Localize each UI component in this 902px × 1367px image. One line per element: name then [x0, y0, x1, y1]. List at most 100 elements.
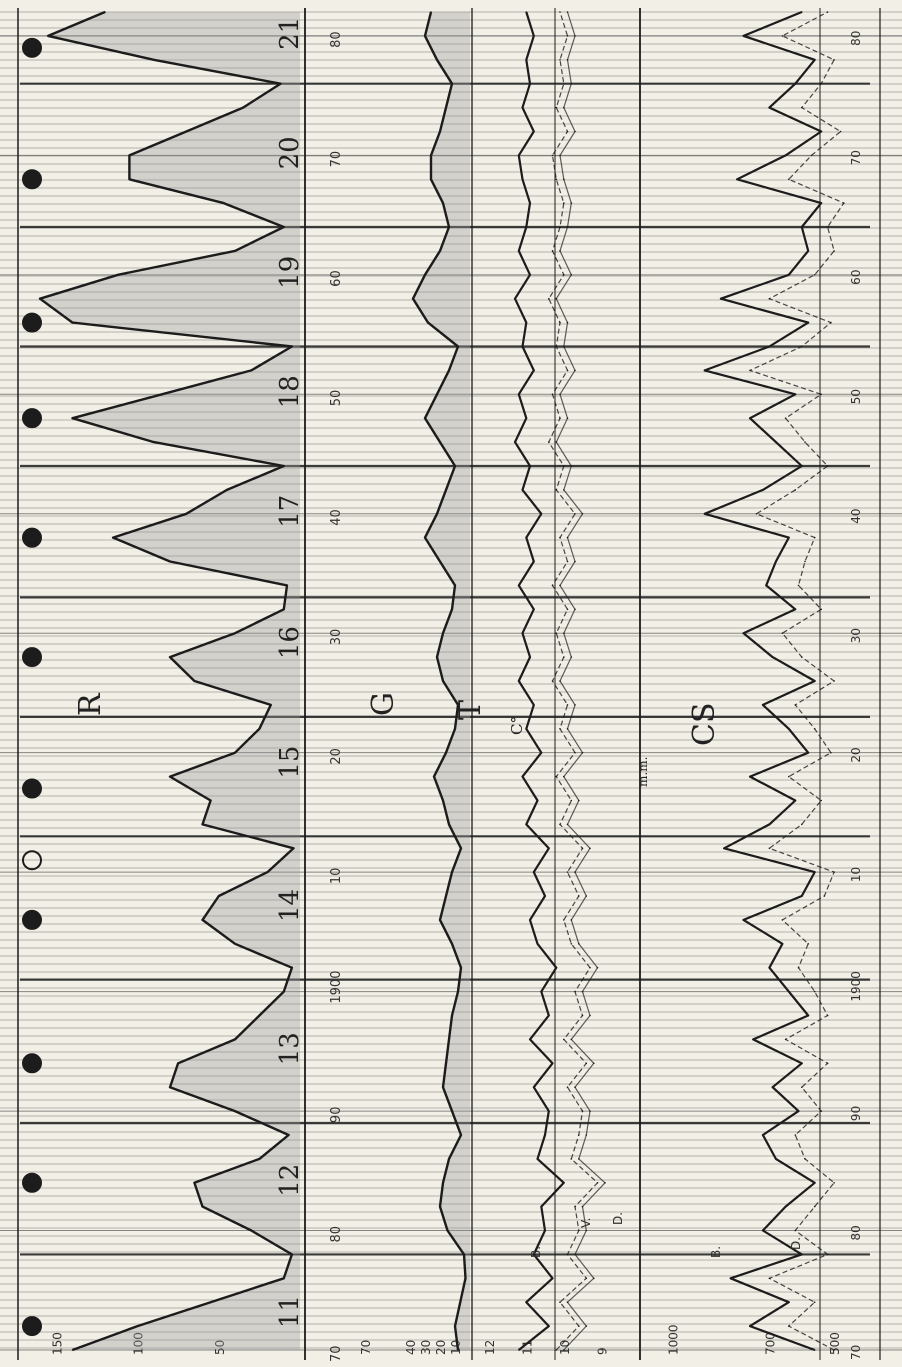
data-point [797, 584, 800, 587]
data-point [566, 59, 569, 61]
panel-label-cs-unit: m.m. [636, 757, 650, 787]
data-point [454, 728, 456, 730]
data-point [801, 895, 803, 897]
data-point [563, 1349, 565, 1351]
data-point [585, 1062, 588, 1065]
data-point [540, 990, 543, 993]
data-point [548, 441, 550, 443]
data-point [742, 35, 745, 37]
data-point [781, 943, 784, 945]
data-point [283, 465, 285, 467]
data-point [566, 871, 569, 873]
data-point [445, 751, 447, 754]
data-point [813, 990, 816, 993]
data-point [755, 513, 758, 515]
data-point [574, 990, 576, 993]
time-tick-label: 20 [849, 747, 863, 762]
data-point [460, 847, 462, 850]
data-point [169, 560, 171, 563]
data-point [566, 728, 569, 730]
data-point [533, 608, 535, 611]
data-point [788, 536, 790, 539]
data-point [451, 871, 453, 873]
data-point [117, 274, 119, 276]
data-point [442, 799, 444, 802]
panel-label-t-unit: C° [508, 716, 526, 735]
time-tick-label: 80 [849, 31, 863, 46]
data-point [548, 1110, 550, 1112]
data-point [563, 274, 565, 276]
cycle-number: 12 [275, 1164, 305, 1197]
data-point [451, 943, 453, 945]
data-point [768, 106, 771, 109]
data-point [533, 35, 535, 37]
cycle-number: 11 [275, 1295, 305, 1328]
data-point [201, 1205, 204, 1208]
data-point [424, 536, 426, 539]
data-point [813, 871, 816, 873]
data-point [788, 990, 790, 993]
data-point [563, 178, 565, 181]
cycle-number: 17 [275, 495, 305, 528]
data-point [771, 1086, 774, 1088]
data-point [39, 297, 41, 300]
data-point [555, 1349, 558, 1351]
data-point [518, 1349, 520, 1351]
data-point [283, 1277, 285, 1280]
data-point [548, 847, 550, 850]
data-point [723, 847, 725, 850]
data-point [839, 130, 842, 133]
data-point [585, 1134, 588, 1136]
data-point [742, 632, 745, 634]
data-point [555, 345, 558, 348]
data-point [801, 345, 803, 348]
data-point [234, 1038, 236, 1041]
data-point [442, 1182, 444, 1184]
data-point [424, 35, 426, 37]
data-point [784, 1038, 787, 1041]
time-tick-label: 90 [849, 1106, 863, 1121]
data-point [226, 489, 228, 491]
data-point [559, 1301, 561, 1303]
data-point [448, 823, 450, 826]
data-point [563, 656, 565, 658]
data-point [826, 11, 829, 13]
cycle-markers [22, 37, 42, 1337]
panel-g [411, 11, 470, 1351]
value-tick-label: 50 [213, 1340, 227, 1355]
data-point [559, 11, 561, 13]
data-point [768, 345, 771, 348]
data-point [833, 1182, 835, 1184]
data-point [566, 536, 569, 539]
data-point [820, 1110, 822, 1112]
data-point [797, 1110, 800, 1112]
value-tick-label: 10 [558, 1340, 572, 1355]
data-point [112, 536, 114, 539]
data-point [283, 226, 285, 228]
data-point [457, 990, 459, 993]
data-point [201, 823, 204, 826]
data-point [559, 728, 561, 730]
data-point [820, 393, 822, 396]
data-point [521, 106, 524, 109]
data-point [563, 775, 565, 778]
cycle-marker-dot [22, 850, 42, 871]
data-point [445, 106, 447, 109]
data-point [525, 59, 528, 61]
time-tick-label: 40 [329, 509, 344, 526]
cycle-marker-dot [22, 37, 42, 58]
cycle-marker-dot [22, 169, 42, 190]
time-tick-label: 10 [849, 867, 863, 882]
data-point [826, 1014, 829, 1017]
time-tick-label: 50 [849, 389, 863, 404]
data-point [578, 943, 580, 945]
data-point [826, 465, 829, 467]
data-point [128, 178, 131, 181]
data-point [442, 202, 444, 204]
data-point [570, 943, 573, 945]
value-tick-label: 40 [404, 1340, 418, 1355]
data-point [555, 441, 558, 443]
data-point [514, 441, 516, 443]
cycle-number: 15 [275, 746, 305, 779]
data-point [439, 130, 441, 133]
